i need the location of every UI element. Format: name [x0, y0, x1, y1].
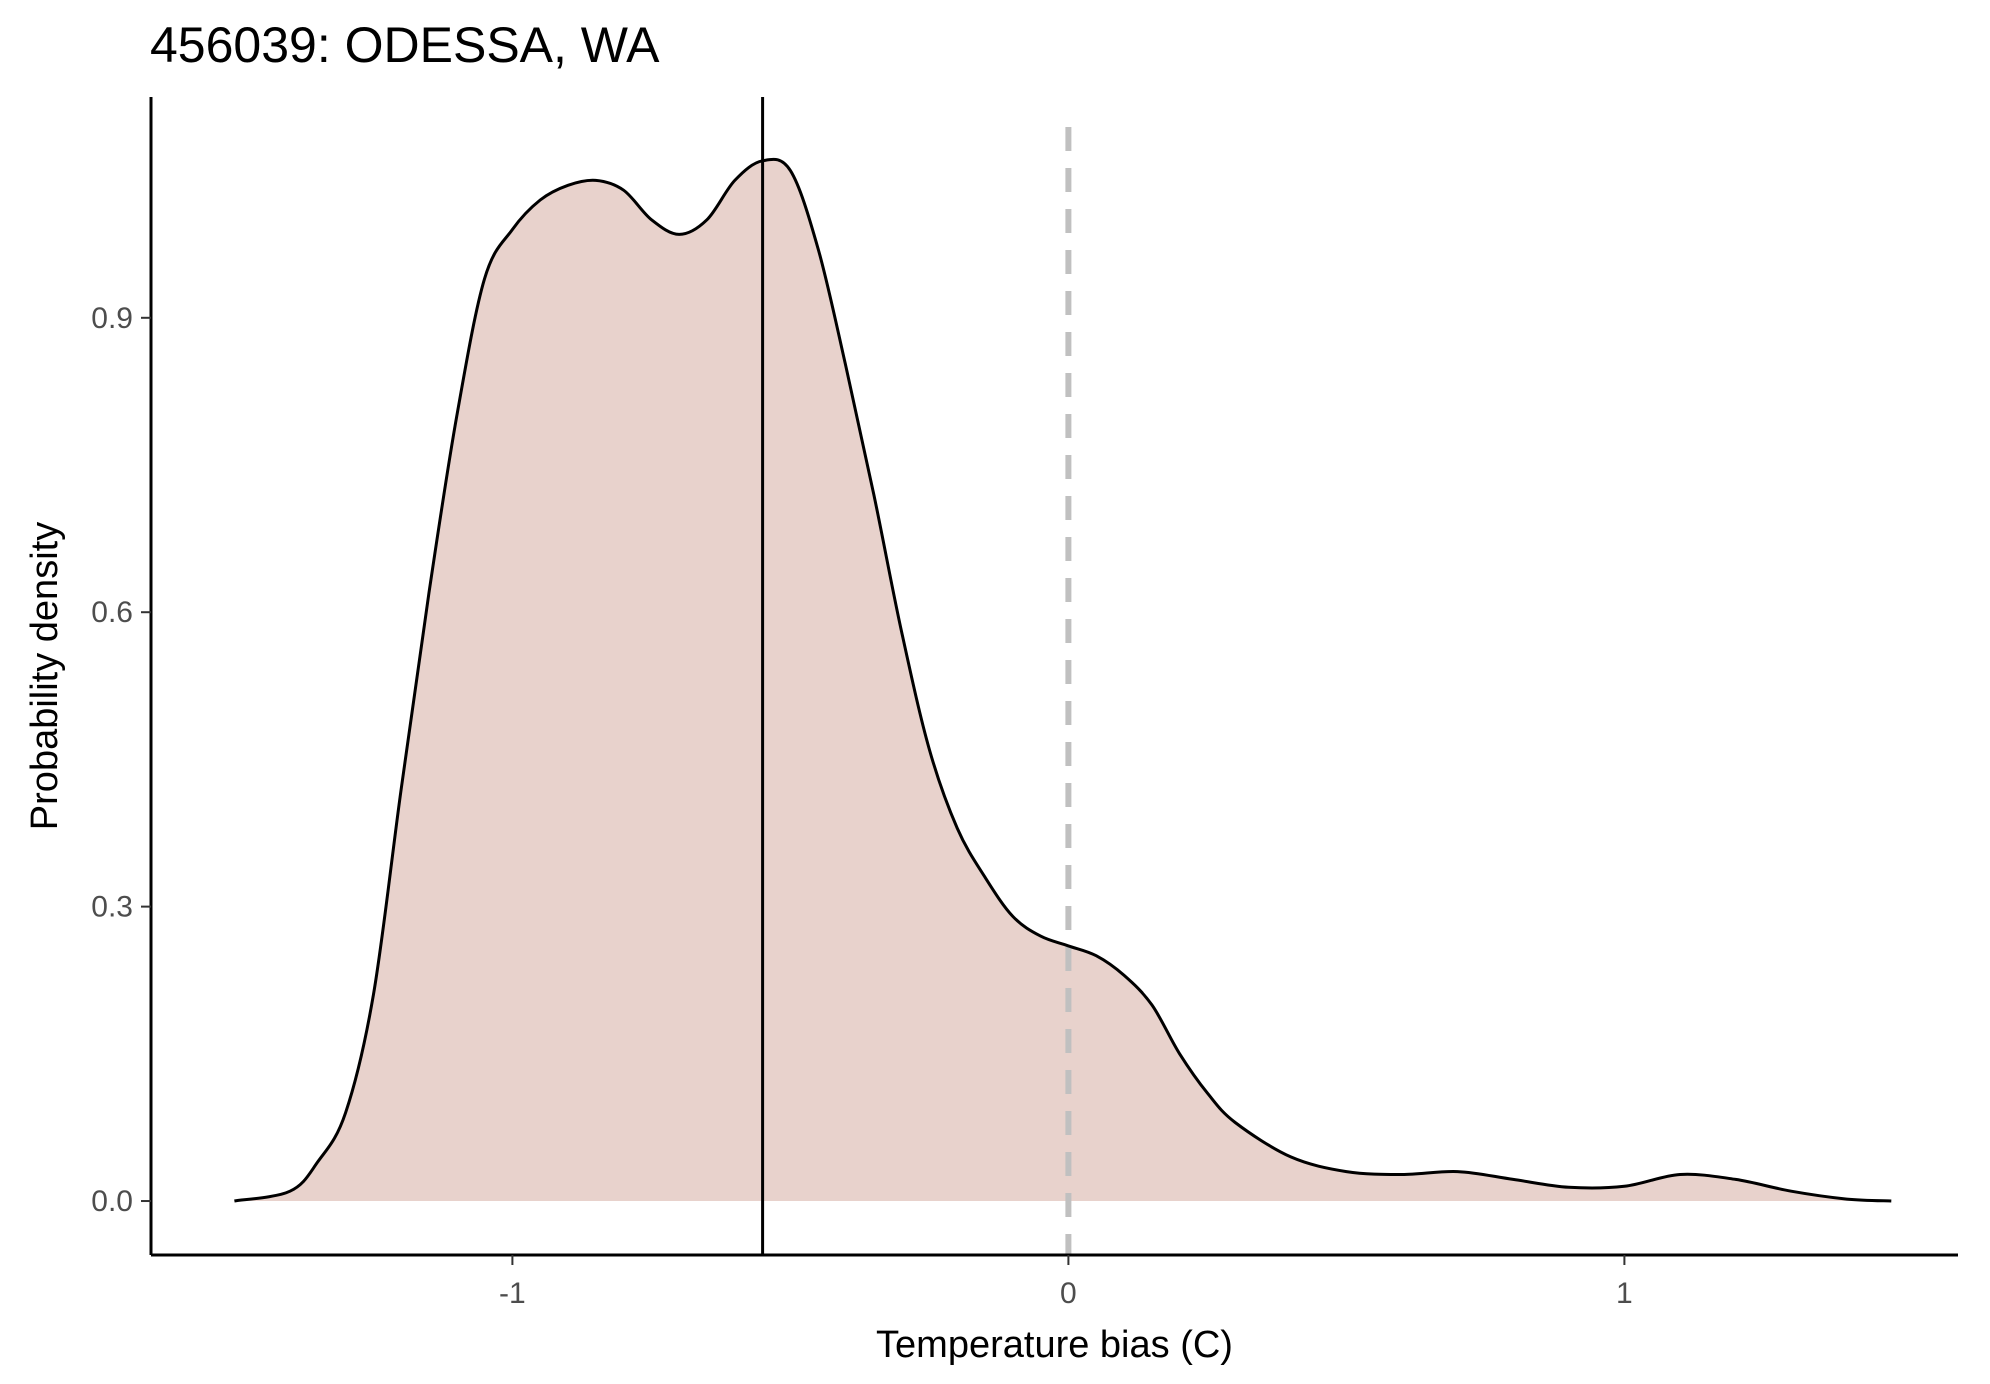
y-tick-label: 0.3: [91, 891, 133, 924]
x-tick-label: 1: [1616, 1277, 1633, 1310]
y-axis-title: Probability density: [24, 522, 66, 830]
chart-title: 456039: ODESSA, WA: [150, 17, 660, 73]
x-axis-ticks: -1 0 1: [499, 1255, 1633, 1310]
x-axis-title: Temperature bias (C): [876, 1324, 1233, 1366]
axes: -1 0 1 0.0 0.3 0.6 0.9: [91, 97, 1958, 1310]
y-tick-label: 0.0: [91, 1185, 133, 1218]
density-area: [234, 159, 1892, 1201]
x-tick-label: 0: [1060, 1277, 1077, 1310]
plot-area: [234, 97, 1892, 1255]
density-curve: [234, 157, 1892, 1203]
y-tick-label: 0.9: [91, 302, 133, 335]
y-tick-label: 0.6: [91, 596, 133, 629]
reference-lines: [761, 97, 1072, 1255]
y-axis-ticks: 0.0 0.3 0.6 0.9: [91, 302, 151, 1218]
x-tick-label: -1: [499, 1277, 526, 1310]
